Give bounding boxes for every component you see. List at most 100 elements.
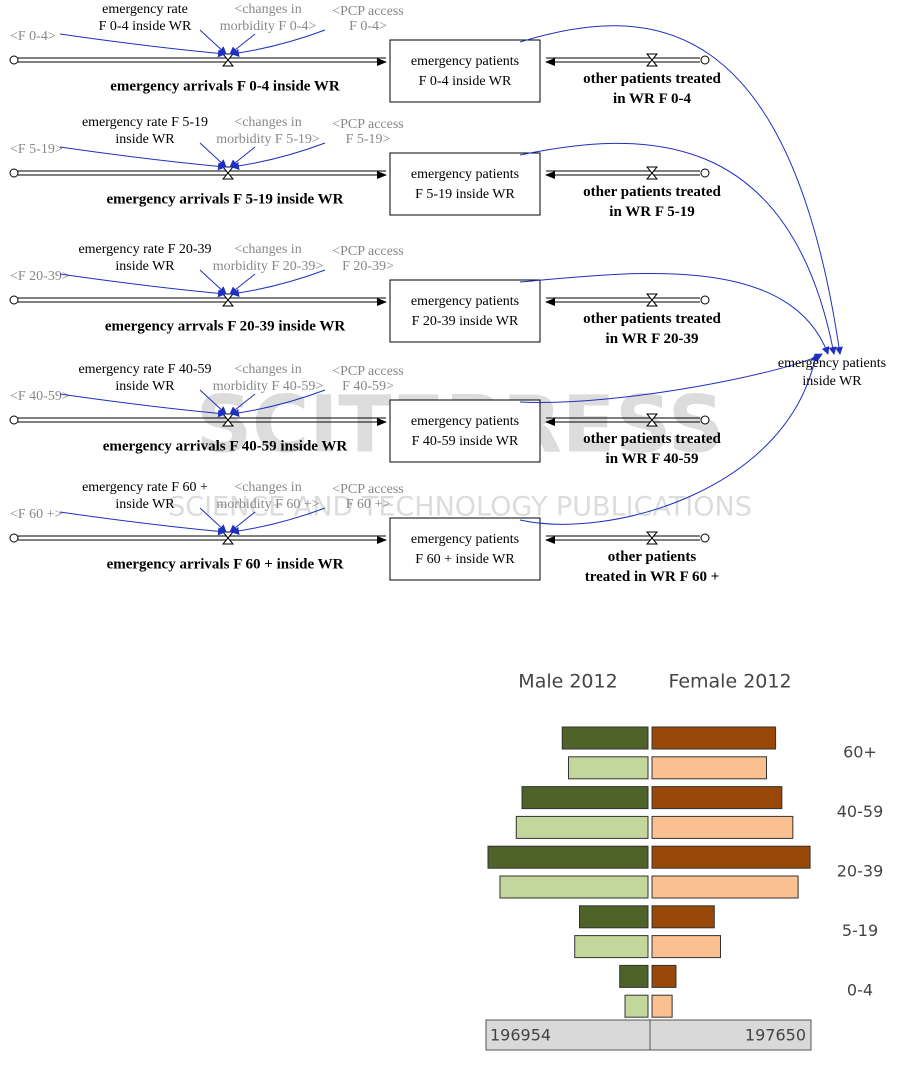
pcp-variable: <PCP access F 5-19> bbox=[332, 117, 404, 147]
cloud bbox=[9, 168, 19, 178]
female-bar bbox=[651, 964, 677, 988]
stock-label: emergency patients F 20-39 inside WR bbox=[411, 294, 519, 329]
changes-variable: <changes in morbidity F 60 +> bbox=[216, 480, 319, 512]
pcp-variable-line: <PCP access bbox=[332, 244, 404, 259]
changes-variable-line: <changes in bbox=[234, 480, 301, 495]
valve bbox=[645, 166, 659, 180]
shadow-variable: <F 40-59> bbox=[10, 389, 70, 404]
rate-variable-line: emergency rate F 5-19 bbox=[82, 115, 208, 130]
flow-label: emergency arrivals F 0-4 inside WR bbox=[110, 78, 340, 94]
outflow-label-line: other patients treated bbox=[583, 311, 721, 327]
shadow-variable: <F 20-39> bbox=[10, 269, 70, 284]
flow-label: emergency arrvals F 20-39 inside WR bbox=[105, 318, 346, 334]
stock-label-line: emergency patients bbox=[411, 532, 519, 547]
link-arrow bbox=[519, 353, 823, 403]
cloud bbox=[9, 55, 19, 65]
male-bar bbox=[521, 786, 649, 810]
outflow-label-line: other patients treated bbox=[583, 431, 721, 447]
outflow-label: other patients treated in WR F 60 + bbox=[585, 549, 720, 585]
total-stock-label-line: inside WR bbox=[802, 374, 862, 389]
flow-label: emergency arrivals F 60 + inside WR bbox=[107, 556, 344, 572]
total-box bbox=[485, 1019, 812, 1051]
male-total: 196954 bbox=[490, 1026, 551, 1045]
link-arrow bbox=[519, 272, 830, 355]
outflow-label-line: other patients bbox=[608, 549, 697, 565]
valve bbox=[645, 53, 659, 67]
stock-label-line: emergency patients bbox=[411, 414, 519, 429]
pcp-variable: <PCP access F 60 +> bbox=[332, 482, 404, 512]
cloud bbox=[700, 168, 710, 178]
female-bar bbox=[651, 845, 811, 869]
outflow-label-line: in WR F 5-19 bbox=[609, 204, 694, 220]
outflow-label-line: other patients treated bbox=[583, 184, 721, 200]
changes-variable-line: morbidity F 20-39> bbox=[213, 259, 324, 274]
link-arrow bbox=[231, 507, 326, 535]
stock-box bbox=[389, 39, 541, 103]
stock-label-line: F 20-39 inside WR bbox=[412, 314, 519, 329]
female-bar bbox=[651, 726, 777, 750]
shadow-variable: <F 0-4> bbox=[10, 29, 56, 44]
pcp-variable-line: F 0-4> bbox=[349, 19, 387, 34]
pcp-variable: <PCP access F 0-4> bbox=[332, 4, 404, 34]
changes-variable: <changes in morbidity F 5-19> bbox=[216, 115, 320, 147]
watermark-subtitle: SCIENCE AND TECHNOLOGY PUBLICATIONS bbox=[168, 492, 752, 523]
changes-variable-line: morbidity F 5-19> bbox=[216, 132, 320, 147]
stock-label-line: F 60 + inside WR bbox=[415, 552, 515, 567]
rate-variable: emergency rate F 60 + inside WR bbox=[82, 480, 208, 512]
stock-label-line: F 0-4 inside WR bbox=[419, 74, 512, 89]
link-arrow bbox=[231, 29, 326, 57]
female-header: Female 2012 bbox=[668, 671, 791, 693]
rate-variable-line: emergency rate bbox=[102, 2, 188, 17]
link-arrow bbox=[59, 33, 226, 58]
pcp-variable-line: F 60 +> bbox=[346, 497, 391, 512]
female-bar bbox=[651, 786, 783, 810]
link-arrow bbox=[199, 507, 227, 533]
changes-variable-line: morbidity F 0-4> bbox=[220, 19, 317, 34]
link-arrow bbox=[519, 142, 837, 355]
stock-label: emergency patients F 60 + inside WR bbox=[411, 532, 519, 567]
stock-label-line: emergency patients bbox=[411, 294, 519, 309]
male-bar bbox=[567, 756, 649, 780]
link-arrow bbox=[519, 25, 843, 355]
changes-variable-line: morbidity F 60 +> bbox=[216, 497, 319, 512]
total-stock-label: emergency patients inside WR bbox=[778, 356, 886, 389]
link-arrow bbox=[59, 273, 226, 298]
shadow-variable: <F 5-19> bbox=[10, 142, 63, 157]
link-arrow bbox=[59, 393, 226, 418]
valve bbox=[221, 531, 235, 545]
link-arrow bbox=[199, 389, 227, 415]
rate-variable: emergency rate F 20-39 inside WR bbox=[78, 242, 211, 274]
link-arrow bbox=[231, 389, 326, 417]
age-group-label: 20-39 bbox=[837, 862, 884, 881]
male-bar bbox=[561, 726, 649, 750]
rate-variable-line: inside WR bbox=[115, 497, 175, 512]
age-group-label: 40-59 bbox=[837, 802, 884, 821]
male-bar bbox=[624, 994, 649, 1018]
link-arrow bbox=[199, 142, 227, 168]
changes-variable: <changes in morbidity F 20-39> bbox=[213, 242, 324, 274]
pcp-variable: <PCP access F 40-59> bbox=[332, 364, 404, 394]
stock-box bbox=[389, 517, 541, 581]
link-arrow bbox=[199, 269, 227, 295]
rate-variable: emergency rate F 5-19 inside WR bbox=[82, 115, 208, 147]
cloud bbox=[9, 415, 19, 425]
changes-variable-line: <changes in bbox=[234, 242, 301, 257]
rate-variable: emergency rate F 0-4 inside WR bbox=[99, 2, 192, 34]
changes-variable-line: <changes in bbox=[234, 2, 301, 17]
pcp-variable-line: <PCP access bbox=[332, 4, 404, 19]
valve bbox=[221, 53, 235, 67]
stock-label: emergency patients F 40-59 inside WR bbox=[411, 414, 519, 449]
valve bbox=[645, 531, 659, 545]
female-bar bbox=[651, 756, 767, 780]
female-bar bbox=[651, 875, 799, 899]
cloud bbox=[700, 415, 710, 425]
male-bar bbox=[578, 905, 649, 929]
stock-box bbox=[389, 279, 541, 343]
link-arrow bbox=[519, 353, 819, 525]
outflow-label-line: in WR F 20-39 bbox=[606, 331, 699, 347]
outflow-label-line: in WR F 40-59 bbox=[606, 451, 699, 467]
outflow-label: other patients treated in WR F 40-59 bbox=[583, 431, 721, 467]
rate-variable: emergency rate F 40-59 inside WR bbox=[78, 362, 211, 394]
female-bar bbox=[651, 905, 715, 929]
